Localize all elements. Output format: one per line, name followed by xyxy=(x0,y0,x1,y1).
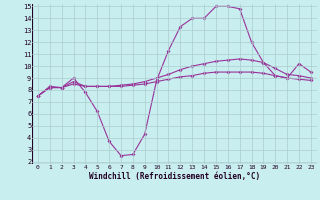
X-axis label: Windchill (Refroidissement éolien,°C): Windchill (Refroidissement éolien,°C) xyxy=(89,172,260,181)
